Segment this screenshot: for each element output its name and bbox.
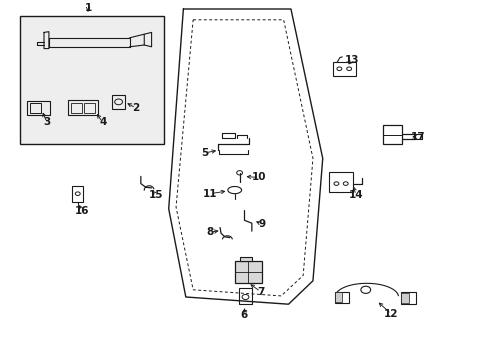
Bar (68, 100, 98, 115)
Text: 8: 8 (206, 227, 213, 237)
Bar (84, 103, 95, 113)
Text: 5: 5 (201, 148, 207, 158)
Bar (112, 95, 124, 109)
Bar (382, 125, 402, 144)
Text: 16: 16 (75, 206, 89, 216)
Text: 2: 2 (132, 103, 139, 113)
Bar (30, 103, 41, 113)
Text: 3: 3 (43, 117, 50, 127)
Text: 17: 17 (410, 132, 425, 142)
Bar (334, 292, 348, 303)
Text: 10: 10 (251, 172, 266, 183)
Text: 9: 9 (258, 219, 264, 229)
Bar (27, 101, 50, 115)
Bar (400, 292, 415, 304)
Text: 7: 7 (256, 287, 264, 297)
Bar (332, 62, 355, 76)
Text: 1: 1 (84, 3, 91, 13)
Text: 13: 13 (344, 55, 359, 66)
Text: 6: 6 (241, 310, 247, 320)
Bar (401, 293, 408, 303)
Bar (328, 172, 352, 192)
Bar (20, 16, 163, 144)
Text: 4: 4 (99, 117, 106, 127)
Text: 15: 15 (149, 190, 163, 200)
Text: 12: 12 (383, 309, 398, 319)
Bar (335, 292, 341, 302)
Bar (239, 257, 251, 261)
Text: 11: 11 (203, 189, 217, 199)
Text: 14: 14 (348, 190, 363, 200)
Bar (238, 288, 252, 304)
Bar (71, 103, 81, 113)
Bar (234, 261, 261, 283)
Bar (72, 186, 83, 202)
